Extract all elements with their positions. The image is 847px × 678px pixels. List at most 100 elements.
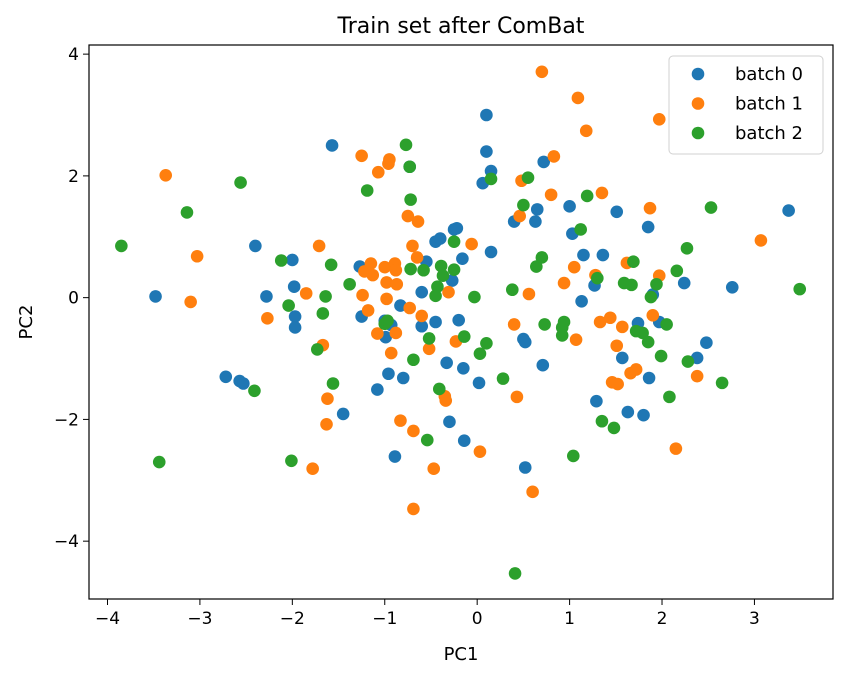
- points-layer: [115, 65, 807, 580]
- scatter-point: [310, 343, 324, 356]
- scatter-point: [184, 295, 197, 309]
- scatter-point: [380, 276, 393, 289]
- scatter-point: [569, 333, 583, 346]
- x-axis-label: PC1: [444, 644, 479, 665]
- scatter-point: [389, 326, 403, 340]
- scatter-point: [591, 271, 604, 285]
- scatter-point: [394, 414, 407, 427]
- scatter-point: [480, 145, 493, 158]
- scatter-point: [434, 259, 448, 273]
- x-tick-label: 3: [749, 609, 760, 629]
- y-axis-label: PC2: [16, 305, 37, 340]
- tick-layer: −4 −3 −2 −1 0 1 2 3 −4 −2 0 2 4: [54, 45, 760, 629]
- scatter-point: [152, 455, 166, 469]
- legend-marker: [691, 97, 705, 110]
- scatter-point: [793, 282, 807, 296]
- legend-marker: [691, 67, 705, 81]
- scatter-point: [615, 320, 629, 334]
- scatter-point: [642, 371, 656, 385]
- scatter-point: [646, 309, 660, 322]
- chart-title: Train set after ComBat: [337, 14, 585, 39]
- scatter-point: [517, 198, 530, 212]
- scatter-point: [700, 336, 713, 349]
- scatter-point: [530, 203, 544, 216]
- scatter-point: [404, 262, 417, 276]
- scatter-point: [299, 287, 313, 300]
- scatter-point: [388, 450, 402, 463]
- x-tick-label: 1: [564, 609, 575, 629]
- scatter-point: [343, 277, 356, 291]
- y-tick-label: 4: [68, 45, 79, 65]
- scatter-point: [505, 283, 519, 297]
- scatter-point: [670, 264, 684, 278]
- legend-marker: [691, 126, 705, 140]
- scatter-point: [249, 239, 262, 253]
- scatter-point: [321, 392, 334, 406]
- scatter-point: [537, 155, 551, 169]
- scatter-point: [190, 249, 204, 263]
- scatter-point: [417, 263, 430, 277]
- scatter-point: [566, 449, 580, 463]
- scatter-point: [596, 248, 610, 262]
- scatter-point: [629, 363, 643, 376]
- scatter-point: [378, 260, 392, 274]
- scatter-point: [625, 278, 638, 292]
- scatter-point: [590, 394, 603, 408]
- scatter-point: [422, 342, 436, 356]
- scatter-point: [415, 309, 429, 323]
- scatter-point: [715, 376, 729, 390]
- scatter-point: [677, 276, 691, 290]
- scatter-point: [457, 434, 471, 448]
- scatter-point: [641, 335, 655, 349]
- scatter-point: [610, 339, 624, 353]
- legend-box: [668, 55, 824, 155]
- x-tick-label: −4: [95, 609, 120, 629]
- scatter-point: [364, 257, 378, 270]
- scatter-point: [285, 454, 298, 468]
- scatter-point: [361, 304, 375, 317]
- scatter-point: [312, 239, 326, 253]
- scatter-point: [288, 310, 302, 323]
- legend-label: batch 0: [735, 64, 803, 85]
- scatter-point: [579, 124, 593, 138]
- scatter-point: [180, 206, 194, 219]
- scatter-point: [403, 160, 417, 174]
- scatter-point: [261, 312, 274, 325]
- scatter-point: [484, 172, 498, 186]
- scatter-point: [456, 252, 469, 265]
- scatter-point: [356, 288, 369, 302]
- scatter-point: [557, 276, 571, 290]
- scatter-point: [380, 292, 393, 306]
- scatter-point: [574, 223, 587, 236]
- scatter-point: [704, 201, 718, 214]
- scatter-point: [480, 337, 493, 350]
- scatter-point: [484, 245, 498, 259]
- scatter-point: [526, 485, 539, 499]
- scatter-point: [396, 371, 410, 385]
- scatter-point: [518, 461, 532, 474]
- scatter-point: [535, 65, 549, 79]
- scatter-point: [637, 408, 650, 422]
- scatter-point: [384, 346, 398, 360]
- scatter-point: [306, 462, 319, 476]
- scatter-point: [654, 349, 668, 363]
- x-tick-label: 0: [472, 609, 483, 629]
- scatter-point: [360, 184, 374, 197]
- scatter-point: [567, 260, 581, 274]
- scatter-point: [219, 370, 233, 384]
- scatter-point: [644, 290, 658, 304]
- series-batch-1: [159, 65, 768, 516]
- scatter-point: [433, 232, 447, 245]
- scatter-point: [439, 394, 453, 407]
- scatter-point: [473, 347, 487, 360]
- x-tick-label: −1: [372, 609, 397, 629]
- scatter-point: [680, 242, 694, 255]
- scatter-point: [407, 353, 420, 367]
- scatter-point: [443, 415, 456, 429]
- scatter-point: [326, 377, 340, 390]
- legend-label: batch 2: [735, 123, 803, 144]
- scatter-point: [324, 258, 338, 272]
- scatter-point: [754, 234, 768, 247]
- scatter-point: [611, 377, 624, 391]
- scatter-point: [508, 567, 522, 580]
